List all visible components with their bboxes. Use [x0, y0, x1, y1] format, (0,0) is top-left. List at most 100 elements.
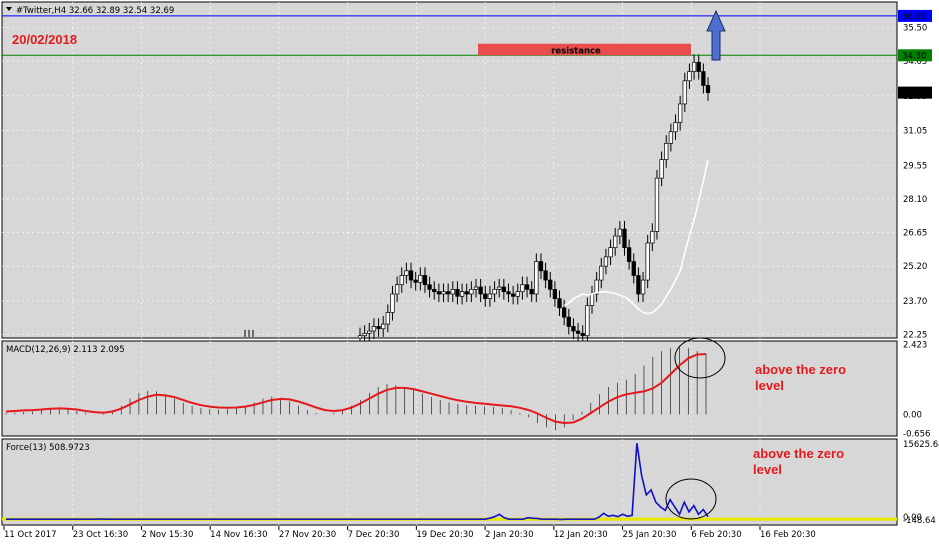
candle-body — [413, 279, 418, 283]
x-tick-label: 27 Nov 20:30 — [279, 530, 336, 540]
x-tick-label: 14 Nov 16:30 — [210, 530, 267, 540]
candle-body — [613, 235, 618, 248]
candle-body — [608, 247, 613, 258]
candle-body — [404, 270, 409, 276]
x-tick-label: 2 Jan 20:30 — [485, 530, 533, 540]
level-tag-36.00 — [898, 9, 932, 22]
candle-body — [464, 291, 469, 295]
x-tick-label: 12 Jan 20:30 — [554, 530, 608, 540]
candle-body — [529, 288, 534, 295]
candle-body — [701, 71, 706, 86]
candle-body — [436, 291, 442, 295]
candle-body — [450, 288, 455, 295]
candle-body — [705, 85, 711, 93]
candle-body — [408, 270, 414, 281]
candle-body — [520, 284, 525, 293]
candle-body — [626, 247, 632, 262]
candle-body — [367, 330, 372, 334]
force-panel-background — [1, 438, 898, 526]
candle-body — [538, 261, 544, 272]
candle-body — [422, 275, 428, 286]
candle-body — [636, 275, 641, 295]
candle-body — [455, 288, 460, 297]
menu-triangle-icon[interactable] — [6, 7, 12, 11]
candle-body — [459, 291, 465, 297]
candle-body — [483, 293, 488, 299]
x-tick-label: 16 Feb 20:30 — [760, 530, 816, 540]
candle-body — [631, 261, 636, 276]
price-panel-background — [1, 1, 898, 339]
moving-average-line — [563, 159, 709, 315]
candle-body — [357, 335, 363, 339]
candle-body — [432, 288, 437, 293]
candle-body — [478, 286, 483, 295]
level-tag-label: 36.00 — [902, 12, 926, 22]
level-tag-34.30 — [898, 49, 932, 62]
macd-signal-line — [5, 353, 707, 425]
up-arrow — [706, 9, 726, 61]
macd-panel-background — [1, 340, 898, 437]
force-tick-label: -148.64 — [903, 516, 936, 526]
candle-body — [441, 291, 446, 295]
candle-body — [418, 275, 423, 283]
candle-body — [501, 286, 506, 293]
candle-body — [473, 286, 479, 290]
price-tick-label: 31.05 — [903, 127, 927, 137]
candle-body — [371, 326, 377, 332]
candle-body — [362, 333, 367, 337]
candle-body — [543, 270, 548, 281]
force-note-line-2: level — [753, 462, 782, 477]
force-line — [6, 443, 709, 521]
candle-body — [687, 71, 692, 82]
candle-body — [552, 288, 558, 299]
candle-body — [427, 284, 432, 290]
candle-body — [394, 284, 400, 295]
candle-body — [668, 131, 674, 144]
price-tick-label: 23.70 — [903, 297, 927, 307]
candle-body — [617, 228, 622, 237]
resistance-label: resistance — [551, 46, 601, 56]
candle-body — [390, 293, 395, 313]
symbol-line: #Twitter,H4 32.66 32.89 32.54 32.69 — [16, 6, 174, 16]
candle-body — [673, 122, 678, 133]
candle-body — [678, 103, 683, 123]
candle-body — [515, 291, 520, 297]
candle-body — [664, 143, 669, 160]
price-tick-label: 35.50 — [903, 23, 927, 33]
candle-body — [603, 256, 609, 267]
candle-body — [562, 307, 567, 318]
price-tick-label: 25.20 — [903, 262, 927, 272]
x-tick-label: 25 Jan 20:30 — [623, 530, 677, 540]
force-note-line-1: above the zero — [753, 446, 844, 461]
price-tick-label: 29.55 — [903, 161, 927, 171]
force-highlight-circle — [665, 478, 717, 520]
candle-body — [650, 231, 655, 244]
chart-header: #Twitter,H4 32.66 32.89 32.54 32.69 20/02… — [6, 6, 174, 47]
resistance-box — [478, 43, 691, 56]
x-tick-label: 7 Dec 20:30 — [348, 530, 400, 540]
price-tick-label: 26.65 — [903, 229, 927, 239]
candle-body — [622, 228, 627, 248]
candle-body — [506, 291, 511, 295]
x-tick-label: 2 Nov 15:30 — [141, 530, 193, 540]
price-tick-label: 34.05 — [903, 57, 927, 67]
candle-body — [399, 275, 404, 286]
candle-body — [487, 293, 493, 299]
current-price-label: 32.69 — [902, 89, 926, 99]
x-tick-label: 11 Oct 2017 — [4, 530, 57, 540]
macd-highlight-circle — [674, 337, 726, 379]
candle-body — [682, 80, 687, 105]
candle-body — [585, 305, 590, 337]
candle-body — [696, 61, 701, 72]
x-tick-label: 19 Dec 20:30 — [416, 530, 473, 540]
x-axis: 11 Oct 2017 23 Oct 16:30 2 Nov 15:30 14 Nov… — [3, 526, 816, 540]
price-panel: 35.5034.0532.5531.0529.5528.1026.6525.20… — [1, 1, 932, 347]
candle-body — [599, 265, 604, 281]
up-arrow-shape — [706, 9, 726, 61]
macd-title: MACD(12,26,9) 2.113 2.095 — [6, 345, 125, 355]
candle-body — [524, 284, 530, 290]
date-label: 20/02/2018 — [12, 32, 77, 47]
macd-note-line-1: above the zero — [755, 362, 846, 377]
force-panel: 15625.68 0.00-148.64 Force(13) 508.9723 abo… — [1, 438, 939, 526]
